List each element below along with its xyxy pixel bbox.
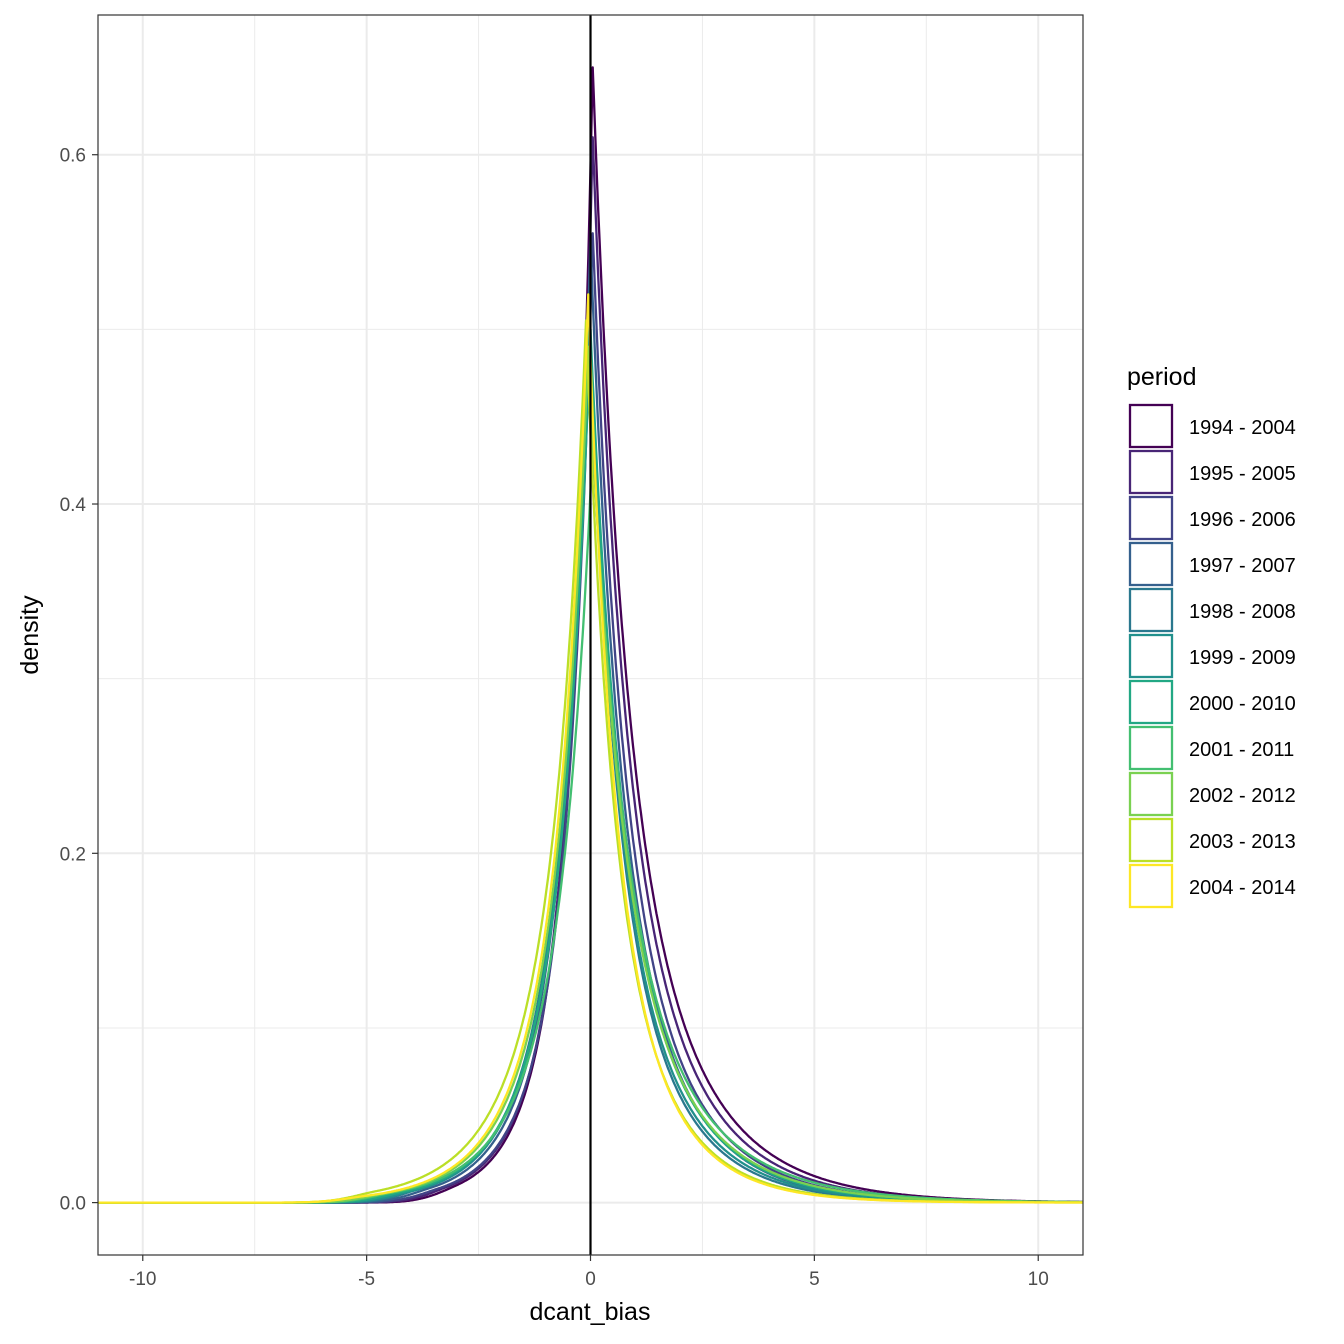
x-tick-label: -10 bbox=[129, 1269, 156, 1290]
legend: period 1994 - 2004 1995 - 2005 1996 - 2006… bbox=[1127, 363, 1296, 909]
y-tick-label: 0.0 bbox=[60, 1194, 86, 1215]
legend-label: 1994 - 2004 bbox=[1189, 417, 1296, 439]
x-tick-label: 5 bbox=[809, 1269, 820, 1290]
plot-panel bbox=[97, 15, 1084, 1255]
legend-label: 1996 - 2006 bbox=[1189, 509, 1296, 531]
legend-item: 1996 - 2006 bbox=[1128, 495, 1296, 541]
legend-item: 2000 - 2010 bbox=[1128, 679, 1296, 725]
legend-key bbox=[1128, 495, 1174, 541]
legend-label: 1998 - 2008 bbox=[1189, 601, 1296, 623]
legend-item: 1994 - 2004 bbox=[1128, 403, 1296, 449]
legend-key bbox=[1128, 541, 1174, 587]
y-tick-label: 0.6 bbox=[60, 146, 86, 167]
y-tick-label: 0.2 bbox=[60, 844, 86, 865]
legend-item: 1997 - 2007 bbox=[1128, 541, 1296, 587]
legend-item: 2001 - 2011 bbox=[1128, 725, 1294, 771]
y-tick-label: 0.4 bbox=[60, 495, 87, 516]
legend-title: period bbox=[1127, 363, 1197, 391]
legend-label: 2004 - 2014 bbox=[1189, 877, 1296, 899]
legend-item: 1999 - 2009 bbox=[1128, 633, 1296, 679]
legend-key bbox=[1128, 863, 1174, 909]
legend-item: 1995 - 2005 bbox=[1128, 449, 1296, 495]
legend-label: 1997 - 2007 bbox=[1189, 555, 1296, 577]
legend-label: 2000 - 2010 bbox=[1189, 693, 1296, 715]
legend-key bbox=[1128, 725, 1174, 771]
x-tick-label: -5 bbox=[358, 1269, 375, 1290]
legend-key bbox=[1128, 587, 1174, 633]
legend-label: 1995 - 2005 bbox=[1189, 463, 1296, 485]
x-tick-label: 0 bbox=[585, 1269, 596, 1290]
x-tick-label: 10 bbox=[1028, 1269, 1049, 1290]
legend-item: 2004 - 2014 bbox=[1128, 863, 1296, 909]
legend-item: 1998 - 2008 bbox=[1128, 587, 1296, 633]
legend-label: 1999 - 2009 bbox=[1189, 647, 1296, 669]
axes: -10 -5 0 5 10 0.0 0.2 0.4 0.6 bbox=[60, 14, 1084, 1290]
x-axis-title: dcant_bias bbox=[530, 1298, 651, 1326]
legend-key bbox=[1128, 679, 1174, 725]
legend-key bbox=[1128, 633, 1174, 679]
legend-label: 2001 - 2011 bbox=[1189, 739, 1294, 761]
y-axis-title: density bbox=[16, 595, 44, 675]
legend-key bbox=[1128, 817, 1174, 863]
legend-key bbox=[1128, 449, 1174, 495]
legend-key bbox=[1128, 771, 1174, 817]
legend-key bbox=[1128, 403, 1174, 449]
legend-item: 2002 - 2012 bbox=[1128, 771, 1296, 817]
legend-item: 2003 - 2013 bbox=[1128, 817, 1296, 863]
legend-label: 2002 - 2012 bbox=[1189, 785, 1296, 807]
legend-label: 2003 - 2013 bbox=[1189, 831, 1296, 853]
